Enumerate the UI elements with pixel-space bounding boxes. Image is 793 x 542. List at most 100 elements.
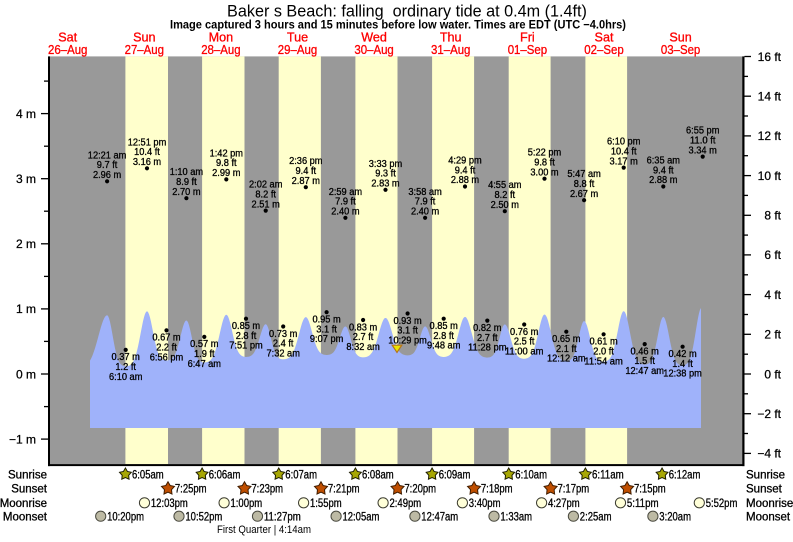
svg-text:2:25am: 2:25am xyxy=(580,510,612,523)
svg-text:0.85 m: 0.85 m xyxy=(232,321,260,332)
svg-text:10:52pm: 10:52pm xyxy=(185,510,222,523)
svg-text:Baker s Beach: falling ordina: Baker s Beach: falling ordinary tide at … xyxy=(227,3,587,21)
svg-text:Sun: Sun xyxy=(669,31,691,45)
svg-text:0.61 m: 0.61 m xyxy=(589,337,617,348)
svg-text:11:54 am: 11:54 am xyxy=(584,356,623,367)
svg-text:6:35 am: 6:35 am xyxy=(647,156,680,167)
svg-text:−4 ft: −4 ft xyxy=(757,447,781,461)
svg-text:6:05am: 6:05am xyxy=(132,468,164,481)
svg-text:12:47am: 12:47am xyxy=(421,510,458,523)
svg-text:1:33am: 1:33am xyxy=(500,510,532,523)
svg-text:2.2 ft: 2.2 ft xyxy=(156,343,177,354)
svg-text:12 ft: 12 ft xyxy=(758,129,782,143)
svg-text:3.34 m: 3.34 m xyxy=(689,145,717,156)
svg-text:1:55pm: 1:55pm xyxy=(310,497,342,510)
svg-text:6:07am: 6:07am xyxy=(285,468,317,481)
svg-text:7:23pm: 7:23pm xyxy=(251,483,283,496)
svg-text:6:11am: 6:11am xyxy=(592,468,624,481)
svg-text:6:56 pm: 6:56 pm xyxy=(150,352,183,363)
svg-text:31–Aug: 31–Aug xyxy=(431,43,470,57)
svg-text:5:47 am: 5:47 am xyxy=(567,169,600,180)
svg-text:6:08am: 6:08am xyxy=(362,468,394,481)
svg-text:0.65 m: 0.65 m xyxy=(552,334,580,345)
svg-text:4:29 pm: 4:29 pm xyxy=(448,156,481,167)
svg-text:Moonset: Moonset xyxy=(746,511,791,523)
svg-text:7:51 pm: 7:51 pm xyxy=(229,341,262,352)
svg-text:3 m: 3 m xyxy=(16,172,36,186)
svg-text:Tue: Tue xyxy=(287,31,308,45)
svg-text:2.0 ft: 2.0 ft xyxy=(593,346,614,357)
svg-text:01–Sep: 01–Sep xyxy=(508,43,547,57)
svg-text:11:27pm: 11:27pm xyxy=(264,510,301,523)
svg-text:2.40 m: 2.40 m xyxy=(331,207,359,218)
svg-text:9:48 am: 9:48 am xyxy=(427,341,460,352)
svg-text:6:09am: 6:09am xyxy=(439,468,471,481)
svg-text:−1 m: −1 m xyxy=(9,432,36,446)
svg-text:7:15pm: 7:15pm xyxy=(634,483,666,496)
svg-text:5:11pm: 5:11pm xyxy=(627,497,659,510)
svg-text:7:17pm: 7:17pm xyxy=(558,483,590,496)
svg-text:03–Sep: 03–Sep xyxy=(661,43,700,57)
svg-text:2.50 m: 2.50 m xyxy=(491,200,519,211)
svg-text:9.4 ft: 9.4 ft xyxy=(296,166,317,177)
svg-text:3.16 m: 3.16 m xyxy=(133,157,161,168)
svg-text:30–Aug: 30–Aug xyxy=(354,43,393,57)
svg-text:12:21 am: 12:21 am xyxy=(88,150,127,161)
svg-text:8.2 ft: 8.2 ft xyxy=(255,189,276,200)
svg-text:Fri: Fri xyxy=(520,31,535,45)
svg-text:9:07 pm: 9:07 pm xyxy=(310,334,343,345)
svg-text:6:47 am: 6:47 am xyxy=(188,359,221,370)
svg-text:7:32 am: 7:32 am xyxy=(267,349,300,360)
svg-text:4 m: 4 m xyxy=(16,107,36,121)
svg-text:12:05am: 12:05am xyxy=(343,510,380,523)
svg-text:16 ft: 16 ft xyxy=(758,50,782,64)
svg-text:Moonset: Moonset xyxy=(3,511,48,523)
svg-text:8.9 ft: 8.9 ft xyxy=(176,177,197,188)
svg-text:2.51 m: 2.51 m xyxy=(252,199,280,210)
svg-text:2 ft: 2 ft xyxy=(764,328,781,342)
svg-text:1 m: 1 m xyxy=(16,302,36,316)
svg-text:2.4 ft: 2.4 ft xyxy=(273,339,294,350)
svg-text:0.76 m: 0.76 m xyxy=(510,327,538,338)
svg-text:3:20am: 3:20am xyxy=(659,510,691,523)
svg-text:4 ft: 4 ft xyxy=(764,288,781,302)
svg-text:2.88 m: 2.88 m xyxy=(649,175,677,186)
svg-text:1.9 ft: 1.9 ft xyxy=(194,349,215,360)
svg-text:6:55 pm: 6:55 pm xyxy=(686,126,719,137)
svg-text:14 ft: 14 ft xyxy=(758,90,782,104)
svg-text:Sunset: Sunset xyxy=(11,484,48,496)
svg-text:3.1 ft: 3.1 ft xyxy=(316,324,337,335)
svg-text:7:20pm: 7:20pm xyxy=(404,483,436,496)
svg-text:12:51 pm: 12:51 pm xyxy=(128,137,167,148)
svg-text:2.67 m: 2.67 m xyxy=(570,189,598,200)
svg-text:2.5 ft: 2.5 ft xyxy=(514,337,535,348)
svg-text:7:18pm: 7:18pm xyxy=(481,483,513,496)
svg-text:3:58 am: 3:58 am xyxy=(408,187,441,198)
svg-text:8:32 am: 8:32 am xyxy=(346,342,379,353)
svg-text:2.70 m: 2.70 m xyxy=(172,187,200,198)
svg-text:2.7 ft: 2.7 ft xyxy=(477,333,498,344)
svg-text:0 ft: 0 ft xyxy=(764,367,781,381)
svg-text:0.93 m: 0.93 m xyxy=(393,316,421,327)
svg-text:6:06am: 6:06am xyxy=(209,468,241,481)
svg-text:0.46 m: 0.46 m xyxy=(631,346,659,357)
svg-text:−2 ft: −2 ft xyxy=(757,407,781,421)
svg-text:3.1 ft: 3.1 ft xyxy=(397,326,418,337)
svg-text:Thu: Thu xyxy=(440,31,462,45)
svg-text:3:40pm: 3:40pm xyxy=(469,497,501,510)
svg-text:7.9 ft: 7.9 ft xyxy=(335,197,356,208)
svg-text:6:10am: 6:10am xyxy=(515,468,547,481)
svg-text:Image captured 3 hours and 15: Image captured 3 hours and 15 minutes be… xyxy=(170,18,626,31)
svg-text:2:49pm: 2:49pm xyxy=(390,497,422,510)
svg-text:2:36 pm: 2:36 pm xyxy=(289,156,322,167)
svg-text:0.42 m: 0.42 m xyxy=(668,349,696,360)
svg-text:8.8 ft: 8.8 ft xyxy=(574,179,595,190)
svg-text:6:10 pm: 6:10 pm xyxy=(607,137,640,148)
svg-text:1.5 ft: 1.5 ft xyxy=(634,356,655,367)
svg-text:28–Aug: 28–Aug xyxy=(201,43,240,57)
svg-text:0.37 m: 0.37 m xyxy=(112,352,140,363)
svg-text:2.40 m: 2.40 m xyxy=(411,207,439,218)
svg-text:3.00 m: 3.00 m xyxy=(530,167,558,178)
svg-text:2:59 am: 2:59 am xyxy=(329,187,362,198)
svg-text:2.99 m: 2.99 m xyxy=(212,168,240,179)
